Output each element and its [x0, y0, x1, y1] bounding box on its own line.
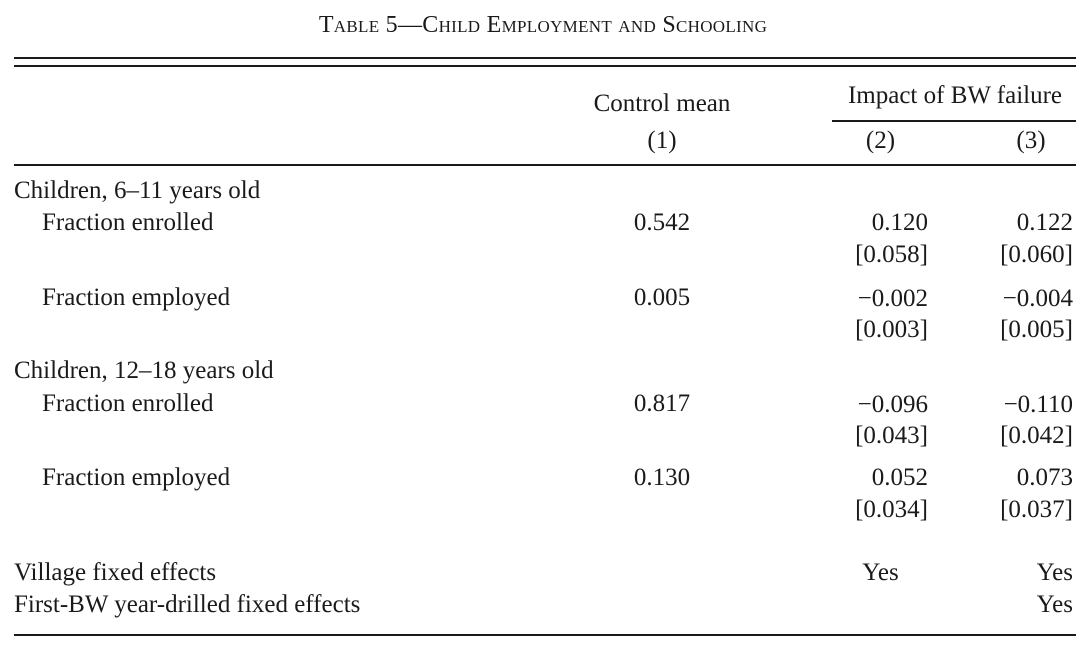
se-col3: [0.005] — [1000, 316, 1073, 343]
top-rule-outer — [14, 57, 1076, 59]
control-mean-value: 0.817 — [633, 390, 691, 417]
col2-number: (2) — [865, 127, 896, 154]
se-col3: [0.042] — [1000, 422, 1073, 449]
section-label: Children, 6–11 years old — [14, 177, 261, 204]
bottom-rule — [14, 634, 1076, 636]
se-col2: [0.003] — [855, 316, 928, 343]
coef-col2: 0.052 — [871, 464, 928, 491]
control-mean-value: 0.130 — [633, 464, 691, 491]
footer-col3: Yes — [1036, 591, 1073, 618]
coef-col3: 0.073 — [1016, 464, 1073, 491]
row-label: Fraction employed — [42, 464, 231, 491]
coef-col3: −0.004 — [1002, 285, 1073, 312]
coef-col2: −0.002 — [857, 285, 928, 312]
footer-label: First-BW year-drilled fixed effects — [14, 591, 361, 618]
section-label: Children, 12–18 years old — [14, 357, 274, 384]
col3-number: (3) — [1016, 127, 1046, 154]
footer-col2: Yes — [862, 559, 899, 586]
row-label: Fraction enrolled — [42, 390, 214, 417]
footer-label: Village fixed effects — [14, 559, 217, 586]
row-label: Fraction enrolled — [42, 209, 214, 236]
col1-number: (1) — [647, 127, 677, 154]
coef-col3: −0.110 — [1003, 391, 1073, 418]
table-title: Table 5—Child Employment and Schooling — [318, 12, 768, 38]
control-mean-value: 0.005 — [633, 284, 691, 311]
top-rule-inner — [14, 65, 1076, 67]
se-col2: [0.043] — [855, 422, 928, 449]
coef-col2: −0.096 — [857, 391, 928, 418]
group-underline — [832, 120, 1076, 122]
coef-col3: 0.122 — [1016, 209, 1073, 236]
col1-header: Control mean — [593, 90, 731, 117]
se-col2: [0.058] — [855, 241, 928, 268]
se-col3: [0.037] — [1000, 496, 1073, 523]
control-mean-value: 0.542 — [633, 209, 691, 236]
se-col3: [0.060] — [1000, 241, 1073, 268]
footer-col3: Yes — [1036, 559, 1073, 586]
coef-col2: 0.120 — [871, 209, 928, 236]
group-header: Impact of BW failure — [847, 82, 1063, 109]
row-label: Fraction employed — [42, 284, 231, 311]
header-rule — [14, 164, 1076, 166]
se-col2: [0.034] — [855, 496, 928, 523]
